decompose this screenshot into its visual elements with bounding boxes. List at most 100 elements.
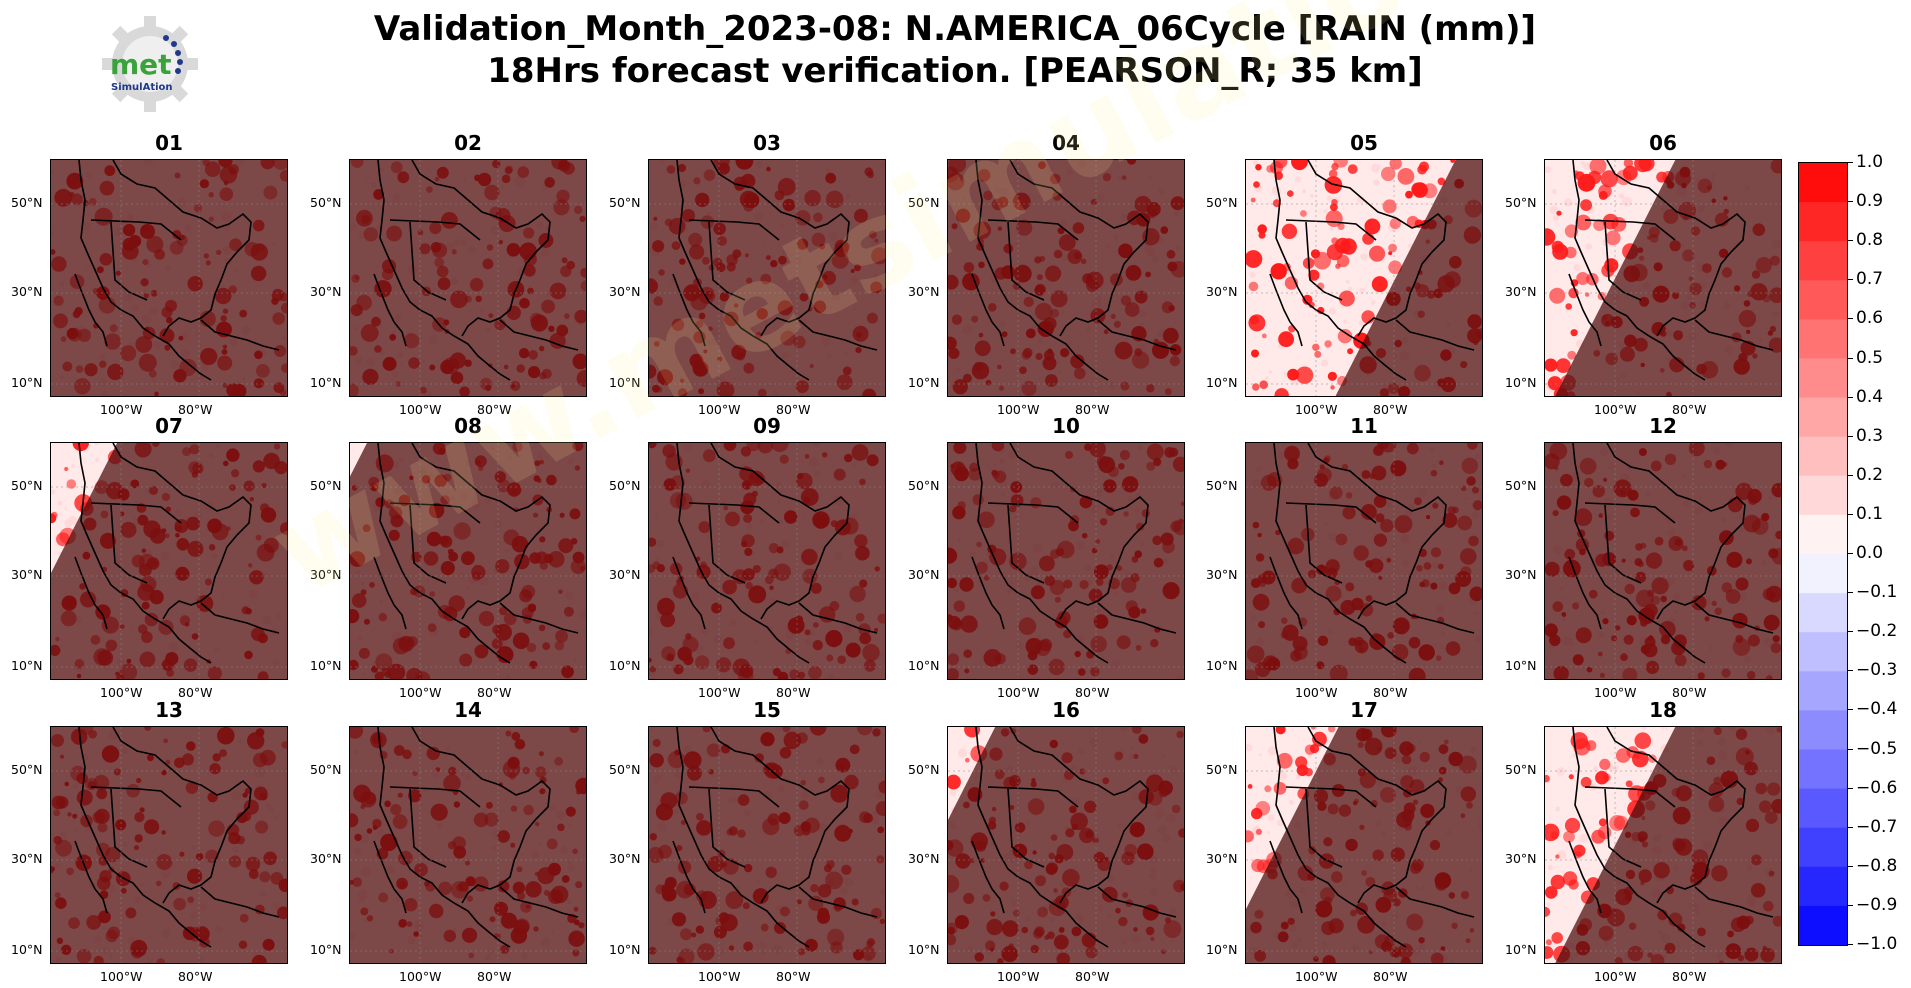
panel-title: 13 <box>155 698 183 722</box>
lat-label: 30°N <box>1505 851 1537 866</box>
colorbar-bin <box>1799 593 1847 633</box>
panel-title: 05 <box>1350 131 1378 155</box>
lat-label: 50°N <box>310 762 342 777</box>
lon-label: 100°W <box>1295 402 1338 417</box>
colorbar-tick <box>1847 904 1853 906</box>
lon-label: 100°W <box>399 402 442 417</box>
map-panel-08: 08 50°N 30°N 10°N 100°W 80°W <box>310 414 587 700</box>
colorbar-bin <box>1799 241 1847 281</box>
map-frame <box>349 442 587 680</box>
lat-label: 10°N <box>1505 375 1537 390</box>
colorbar-bin <box>1799 788 1847 829</box>
lon-label: 80°W <box>776 685 811 700</box>
colorbar-tick <box>1847 357 1853 359</box>
map-panel-05: 05 50°N 30°N 10°N 100°W 80°W <box>1206 131 1483 417</box>
map-panel-11: 11 50°N 30°N 10°N 100°W 80°W <box>1206 414 1483 700</box>
colorbar-label: −0.6 <box>1856 777 1898 798</box>
colorbar-tick <box>1847 865 1853 867</box>
lat-label: 30°N <box>1206 284 1238 299</box>
map-panel-07: 07 50°N 30°N 10°N 100°W 80°W <box>11 414 288 700</box>
colorbar-label: −0.5 <box>1856 738 1898 759</box>
colorbar-tick <box>1847 435 1853 437</box>
colorbar-tick <box>1847 162 1853 163</box>
lat-label: 10°N <box>1206 375 1238 390</box>
colorbar-bin <box>1799 514 1847 555</box>
map-frame <box>349 726 587 964</box>
colorbar-label: 0.5 <box>1856 347 1884 368</box>
met-simulation-logo: met SimulAtion <box>98 12 202 116</box>
panel-title: 10 <box>1052 414 1080 438</box>
map-panel-12: 12 50°N 30°N 10°N 100°W 80°W <box>1505 414 1782 700</box>
lon-label: 100°W <box>100 969 143 984</box>
lat-label: 10°N <box>908 658 940 673</box>
colorbar-label: −0.2 <box>1856 621 1898 642</box>
map-frame <box>1544 726 1782 964</box>
map-frame <box>648 159 886 397</box>
lat-label: 30°N <box>11 567 43 582</box>
lon-label: 100°W <box>698 402 741 417</box>
panel-title: 08 <box>454 414 482 438</box>
colorbar-label: −0.4 <box>1856 699 1898 720</box>
panel-title: 06 <box>1649 131 1677 155</box>
panel-title: 03 <box>753 131 781 155</box>
map-frame <box>50 726 288 964</box>
lon-label: 100°W <box>1594 402 1637 417</box>
lon-label: 80°W <box>776 969 811 984</box>
panel-title: 02 <box>454 131 482 155</box>
colorbar-bin <box>1799 905 1847 945</box>
colorbar-bin <box>1799 866 1847 907</box>
colorbar-tick <box>1847 474 1853 476</box>
map-frame <box>947 726 1185 964</box>
colorbar-tick <box>1847 944 1853 945</box>
colorbar-tick <box>1847 553 1853 554</box>
colorbar-label: 0.4 <box>1856 386 1884 407</box>
lat-label: 10°N <box>11 375 43 390</box>
colorbar-label: 1.0 <box>1856 152 1884 172</box>
map-panel-18: 18 50°N 30°N 10°N 100°W 80°W <box>1505 698 1782 984</box>
map-frame <box>648 442 886 680</box>
lon-label: 100°W <box>997 402 1040 417</box>
lon-label: 100°W <box>100 402 143 417</box>
colorbar-tick <box>1847 396 1853 398</box>
lat-label: 30°N <box>310 567 342 582</box>
colorbar-bin <box>1799 710 1847 750</box>
colorbar-label: −0.7 <box>1856 816 1898 837</box>
colorbar-tick <box>1847 279 1853 281</box>
colorbar-bin <box>1799 319 1847 359</box>
colorbar-tick <box>1847 787 1853 789</box>
lat-label: 50°N <box>11 478 43 493</box>
map-panel-09: 09 50°N 30°N 10°N 100°W 80°W <box>609 414 886 700</box>
lat-label: 30°N <box>1206 567 1238 582</box>
lat-label: 50°N <box>908 478 940 493</box>
lat-label: 30°N <box>310 851 342 866</box>
colorbar-bin <box>1799 358 1847 399</box>
figure-title: Validation_Month_2023-08: N.AMERICA_06Cy… <box>300 8 1610 92</box>
map-panel-17: 17 50°N 30°N 10°N 100°W 80°W <box>1206 698 1483 984</box>
colorbar-tick <box>1847 201 1853 203</box>
lat-label: 10°N <box>1505 942 1537 957</box>
colorbar-label: −0.3 <box>1856 660 1898 681</box>
map-panel-03: 03 50°N 30°N 10°N 100°W 80°W <box>609 131 886 417</box>
colorbar-label: −0.1 <box>1856 582 1898 603</box>
lon-label: 100°W <box>1594 685 1637 700</box>
lat-label: 10°N <box>1206 658 1238 673</box>
colorbar-tick <box>1847 748 1853 750</box>
lat-label: 10°N <box>310 658 342 673</box>
panel-title: 17 <box>1350 698 1378 722</box>
logo-text-top: met <box>110 48 172 81</box>
map-panel-06: 06 50°N 30°N 10°N 100°W 80°W <box>1505 131 1782 417</box>
lat-label: 10°N <box>310 375 342 390</box>
map-panel-15: 15 50°N 30°N 10°N 100°W 80°W <box>609 698 886 984</box>
lat-label: 50°N <box>609 762 641 777</box>
lat-label: 30°N <box>1206 851 1238 866</box>
lat-label: 30°N <box>609 567 641 582</box>
lon-label: 100°W <box>399 969 442 984</box>
lon-label: 80°W <box>1672 685 1707 700</box>
lon-label: 80°W <box>1075 402 1110 417</box>
map-panel-16: 16 50°N 30°N 10°N 100°W 80°W <box>908 698 1185 984</box>
map-panel-14: 14 50°N 30°N 10°N 100°W 80°W <box>310 698 587 984</box>
lat-label: 50°N <box>1206 195 1238 210</box>
lat-label: 10°N <box>1505 658 1537 673</box>
lat-label: 30°N <box>310 284 342 299</box>
lat-label: 10°N <box>908 942 940 957</box>
